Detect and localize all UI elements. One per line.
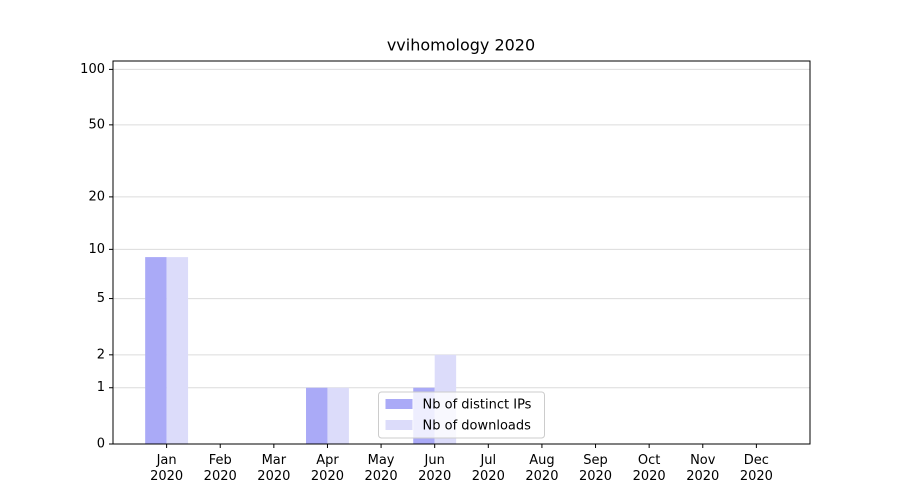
x-tick-label: Jul 2020 (471, 453, 505, 484)
legend-box (378, 391, 545, 439)
legend-swatch (385, 420, 413, 430)
x-tick-label: Dec 2020 (739, 453, 773, 484)
bar (166, 257, 189, 444)
x-tick-label: Jun 2020 (418, 453, 452, 484)
x-tick-label: Mar 2020 (257, 453, 291, 484)
plot-frame (112, 60, 811, 445)
y-tick-label: 2 (97, 347, 105, 362)
bar (145, 257, 167, 444)
x-tick-label: Aug 2020 (525, 453, 559, 484)
legend-swatch (385, 399, 413, 409)
x-tick-label: Apr 2020 (310, 453, 344, 484)
y-tick-label: 0 (97, 437, 105, 452)
x-tick-label: Nov 2020 (686, 453, 720, 484)
legend: Nb of distinct IPs Nb of downloads (378, 391, 545, 439)
x-tick-label: Sep 2020 (578, 453, 613, 484)
y-tick-label: 10 (88, 242, 105, 257)
y-tick-label: 100 (80, 62, 105, 77)
x-tick-label: Jan 2020 (150, 453, 184, 484)
legend-label: Nb of downloads (423, 419, 532, 434)
x-tick-label: Feb 2020 (203, 453, 237, 484)
x-tick-label: May 2020 (364, 453, 398, 484)
bar (306, 387, 328, 444)
x-tick-label: Oct 2020 (632, 453, 666, 484)
bar (327, 387, 349, 444)
y-tick-label: 5 (97, 291, 105, 306)
chart-title: vvihomology 2020 (387, 36, 535, 55)
y-tick-label: 20 (88, 189, 105, 204)
y-tick-label: 50 (88, 117, 105, 132)
legend-label: Nb of distinct IPs (423, 398, 532, 413)
y-tick-label: 1 (97, 380, 105, 395)
